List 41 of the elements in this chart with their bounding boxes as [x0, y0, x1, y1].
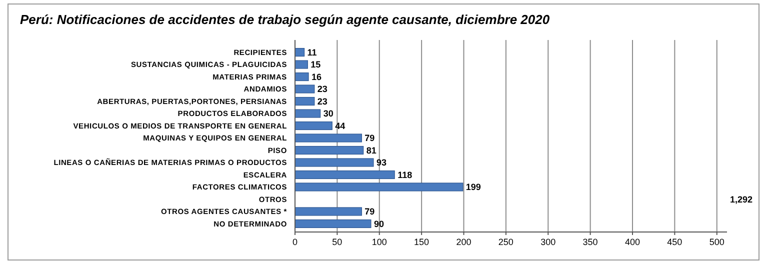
data-label: 16 — [312, 72, 322, 82]
bar — [295, 219, 372, 228]
x-tick-label: 100 — [372, 237, 387, 247]
x-tick-label: 400 — [624, 237, 640, 247]
data-label: 23 — [317, 84, 328, 94]
bar — [295, 109, 321, 118]
bar — [295, 60, 308, 69]
bar — [295, 170, 395, 180]
x-tick-label: 500 — [709, 237, 724, 247]
bar — [295, 207, 362, 216]
bar — [295, 48, 305, 57]
bar — [295, 158, 374, 167]
bar — [295, 84, 315, 94]
data-label: 79 — [364, 206, 375, 217]
x-tick-label: 150 — [414, 237, 430, 247]
x-tick-label: 50 — [332, 237, 342, 247]
x-tick-label: 0 — [292, 237, 298, 247]
data-label: 81 — [366, 145, 376, 156]
x-tick-label: 350 — [582, 237, 598, 247]
x-tick-label: 300 — [540, 237, 556, 247]
data-label: 79 — [364, 133, 375, 144]
data-label: 90 — [374, 218, 384, 229]
data-label: 93 — [376, 158, 386, 168]
bar — [295, 146, 364, 155]
data-label: 44 — [335, 120, 346, 131]
bar — [295, 182, 464, 192]
bar — [295, 134, 362, 142]
data-label: 11 — [307, 47, 317, 58]
data-label: 199 — [466, 182, 481, 192]
bar — [295, 96, 315, 106]
data-label: 118 — [398, 170, 412, 180]
bar — [295, 121, 332, 130]
data-label: 23 — [317, 96, 328, 106]
x-tick-label: 450 — [667, 237, 682, 247]
text: 1,292 — [730, 194, 753, 204]
x-tick-label: 200 — [456, 237, 472, 247]
data-label: 30 — [323, 108, 334, 119]
bar — [295, 72, 309, 82]
data-label: 15 — [310, 60, 321, 70]
x-tick-label: 250 — [498, 237, 514, 247]
chart-title: Perú: Notificaciones de accidentes de trabajo según agente causante, diciembre 2020 — [20, 12, 550, 27]
